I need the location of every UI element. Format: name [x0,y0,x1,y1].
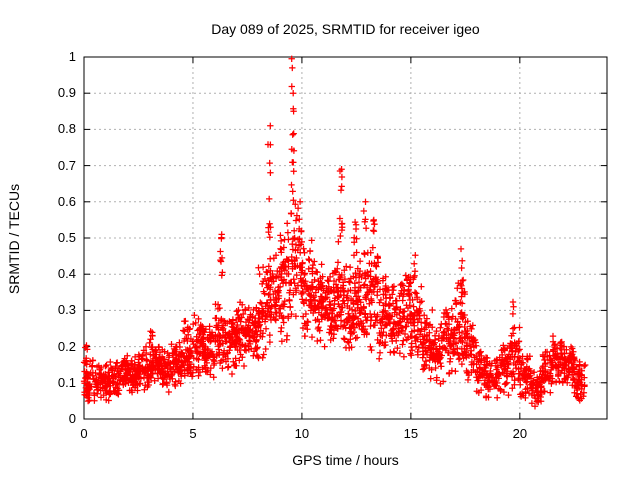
x-tick-label: 20 [512,426,528,441]
x-tick-label: 0 [80,426,88,441]
x-tick-label: 10 [294,426,310,441]
y-tick-label: 0.4 [57,266,76,282]
y-tick-label: 0.8 [57,121,76,137]
y-tick-label: 0 [68,411,76,426]
x-tick-label: 5 [189,426,197,441]
y-tick-label: 0.3 [57,302,76,318]
y-tick-label: 0.6 [57,193,76,209]
chart-title: Day 089 of 2025, SRMTID for receiver ige… [211,21,480,37]
y-tick-label: 0.7 [57,157,76,173]
y-tick-label: 1 [68,49,76,64]
y-tick-label: 0.1 [57,374,76,390]
x-axis-label: GPS time / hours [292,452,399,468]
y-tick-label: 0.9 [57,85,76,101]
x-tick-label: 15 [403,426,419,441]
y-tick-label: 0.2 [57,338,76,354]
y-tick-label: 0.5 [57,230,76,245]
scatter-points [80,55,589,410]
plot-frame [83,56,608,420]
